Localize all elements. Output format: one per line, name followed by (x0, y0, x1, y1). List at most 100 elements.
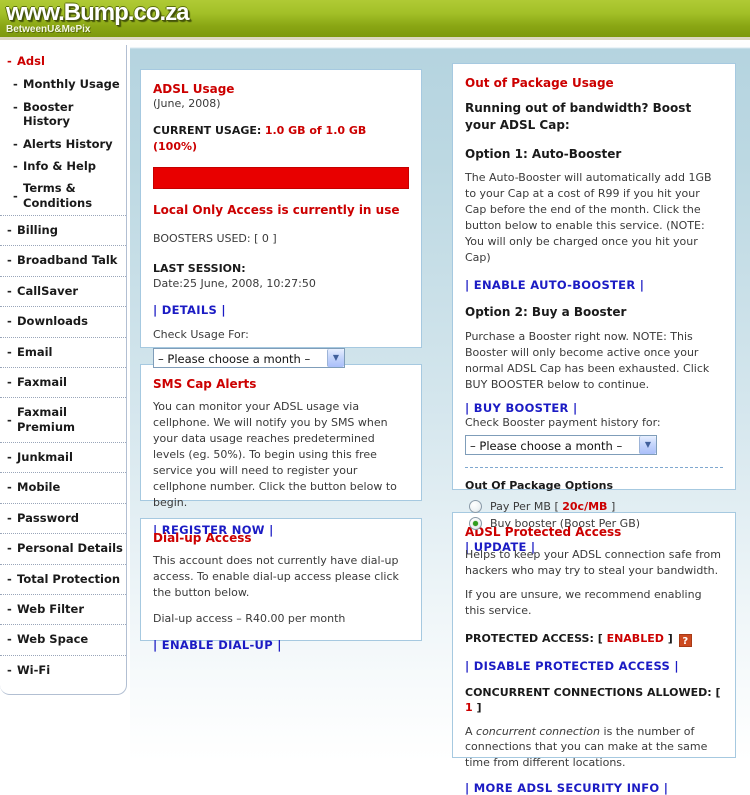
sidebar-item-faxmail-premium[interactable]: - Faxmail Premium (0, 397, 126, 441)
radio-pay-per-mb[interactable]: Pay Per MB [ 20c/MB ] (465, 500, 723, 514)
radio-buy-booster[interactable]: Buy booster (Boost Per GB) (465, 517, 723, 531)
radio-unselected-icon[interactable] (469, 500, 482, 514)
sidebar-item-label: Info & Help (23, 158, 97, 173)
sidebar-item-password[interactable]: - Password (0, 502, 126, 532)
option2-title: Option 2: Buy a Booster (465, 305, 627, 320)
sidebar-item-label: Password (17, 510, 79, 525)
sidebar-item-downloads[interactable]: - Downloads (0, 306, 126, 335)
dashed-divider (465, 466, 723, 468)
sidebar-item-label: CallSaver (17, 283, 79, 298)
sidebar-item-booster-history[interactable]: - Booster History (0, 96, 126, 133)
panel-title: ADSL Usage (153, 82, 235, 96)
sidebar-item-broadband-talk[interactable]: - Broadband Talk (0, 245, 126, 274)
panel-title: ADSL Protected Access (465, 525, 622, 539)
dialup-price: Dial-up access – R40.00 per month (153, 611, 346, 625)
help-icon[interactable]: ? (678, 633, 692, 647)
sidebar-item-billing[interactable]: - Billing (0, 215, 126, 244)
main-content: ADSL Usage (June, 2008) CURRENT USAGE: 1… (130, 40, 750, 795)
radio-price: 20c/MB (562, 500, 608, 514)
dash-bullet-icon: - (13, 136, 18, 151)
booster-history-month-select[interactable]: – Please choose a month – ▼ (465, 434, 657, 455)
oop-options-title: Out Of Package Options (465, 478, 614, 492)
radio-label-text: ] (610, 500, 616, 514)
sidebar-item-label: Email (17, 344, 53, 359)
dropdown-arrow-icon[interactable]: ▼ (639, 435, 656, 454)
sidebar-item-mobile[interactable]: - Mobile (0, 472, 126, 501)
sidebar-item-faxmail[interactable]: - Faxmail (0, 366, 126, 396)
enable-dialup-link[interactable]: | ENABLE DIAL-UP | (153, 638, 282, 653)
panel-title: Out of Package Usage (465, 76, 614, 90)
dash-bullet-icon: - (7, 374, 12, 389)
sidebar-item-junkmail[interactable]: - Junkmail (0, 442, 126, 471)
panel-protected-access: ADSL Protected Access Helps to keep your… (452, 512, 736, 795)
sidebar-item-wifi[interactable]: - Wi-Fi (0, 654, 126, 684)
dash-bullet-icon: - (7, 601, 12, 616)
site-logo: www.Bump.co.za (6, 0, 189, 26)
sidebar-item-web-space[interactable]: - Web Space (0, 624, 126, 653)
sidebar-item-label: Total Protection (17, 571, 121, 586)
sidebar-item-label: Web Filter (17, 601, 85, 616)
enable-autobooster-link[interactable]: | ENABLE AUTO-BOOSTER | (465, 278, 645, 293)
more-adsl-security-info-link[interactable]: | MORE ADSL SECURITY INFO | (465, 781, 669, 795)
sidebar-item-email[interactable]: - Email (0, 336, 126, 366)
panel-dialup-access: Dial-up Access This account does not cur… (140, 518, 422, 652)
note-italic: concurrent connection (476, 724, 601, 738)
dash-bullet-icon: - (13, 99, 18, 114)
sidebar-item-label: Wi-Fi (17, 662, 51, 677)
dash-bullet-icon: - (7, 314, 12, 329)
select-value: – Please choose a month – (158, 351, 311, 366)
dash-bullet-icon: - (13, 77, 18, 92)
disable-protected-access-link[interactable]: | DISABLE PROTECTED ACCESS | (465, 658, 679, 673)
option1-title: Option 1: Auto-Booster (465, 146, 622, 161)
dash-bullet-icon: - (13, 188, 18, 203)
panel-title: Dial-up Access (153, 531, 252, 545)
status-label: ] (667, 631, 673, 645)
check-usage-label: Check Usage For: (153, 328, 249, 342)
radio-selected-icon[interactable] (469, 517, 482, 531)
dash-bullet-icon: - (7, 54, 12, 68)
sidebar-item-alerts-history[interactable]: - Alerts History (0, 133, 126, 155)
sidebar-item-callsaver[interactable]: - CallSaver (0, 275, 126, 305)
panel-out-of-package: Out of Package Usage Running out of band… (452, 63, 736, 554)
protected-body-2: If you are unsure, we recommend enabling… (465, 587, 702, 617)
dropdown-arrow-icon[interactable]: ▼ (327, 348, 344, 367)
update-link[interactable]: | UPDATE | (465, 540, 536, 555)
usage-month-select[interactable]: – Please choose a month – ▼ (153, 347, 345, 368)
dash-bullet-icon: - (7, 632, 12, 647)
register-now-link[interactable]: | REGISTER NOW | (153, 522, 274, 537)
usage-period: (June, 2008) (153, 97, 221, 110)
protected-body-1: Helps to keep your ADSL connection safe … (465, 548, 721, 577)
buy-booster-link[interactable]: | BUY BOOSTER | (465, 400, 578, 415)
sidebar-item-label: Junkmail (17, 450, 73, 464)
dialup-body: This account does not currently have dia… (153, 554, 399, 599)
site-tagline: BetweenU&MePix (6, 24, 91, 35)
last-session-value: Date:25 June, 2008, 10:27:50 (153, 276, 316, 290)
sidebar-item-web-filter[interactable]: - Web Filter (0, 593, 126, 623)
sidebar-item-terms-conditions[interactable]: - Terms & Conditions (0, 177, 126, 214)
dash-bullet-icon: - (7, 344, 12, 359)
site-header: www.Bump.co.za BetweenU&MePix (0, 0, 750, 37)
arrow-glyph: ▼ (332, 353, 340, 363)
panel-title: SMS Cap Alerts (153, 377, 257, 391)
concurrent-value: 1 (465, 701, 473, 715)
details-link[interactable]: | DETAILS | (153, 303, 226, 318)
dash-bullet-icon: - (7, 412, 12, 427)
sidebar-box: - Adsl - Monthly Usage - Booster History -A… (0, 45, 127, 695)
option2-body: Purchase a Booster right now. NOTE: This… (465, 329, 710, 391)
sidebar-item-total-protection[interactable]: - Total Protection (0, 563, 126, 593)
panel-adsl-usage: ADSL Usage (June, 2008) CURRENT USAGE: 1… (140, 69, 422, 368)
status-value: ENABLED (606, 631, 664, 645)
dash-bullet-icon: - (7, 662, 12, 677)
sidebar-item-adsl[interactable]: - Adsl (0, 49, 126, 73)
dash-bullet-icon: - (13, 158, 18, 173)
status-label: PROTECTED ACCESS: [ (465, 631, 603, 645)
dash-bullet-icon: - (7, 510, 12, 525)
booster-history-label: Check Booster payment history for: (465, 415, 661, 429)
protected-status-line: PROTECTED ACCESS: [ ENABLED ]? (465, 631, 723, 647)
sidebar-item-label: Web Space (17, 632, 89, 647)
sidebar-item-monthly-usage[interactable]: - Monthly Usage (0, 73, 126, 95)
sidebar-item-info-help[interactable]: - Info & Help (0, 155, 126, 177)
sidebar-item-label: Booster History (23, 99, 74, 129)
sidebar-item-personal-details[interactable]: - Personal Details (0, 533, 126, 562)
sidebar-item-label: Monthly Usage (23, 77, 120, 92)
